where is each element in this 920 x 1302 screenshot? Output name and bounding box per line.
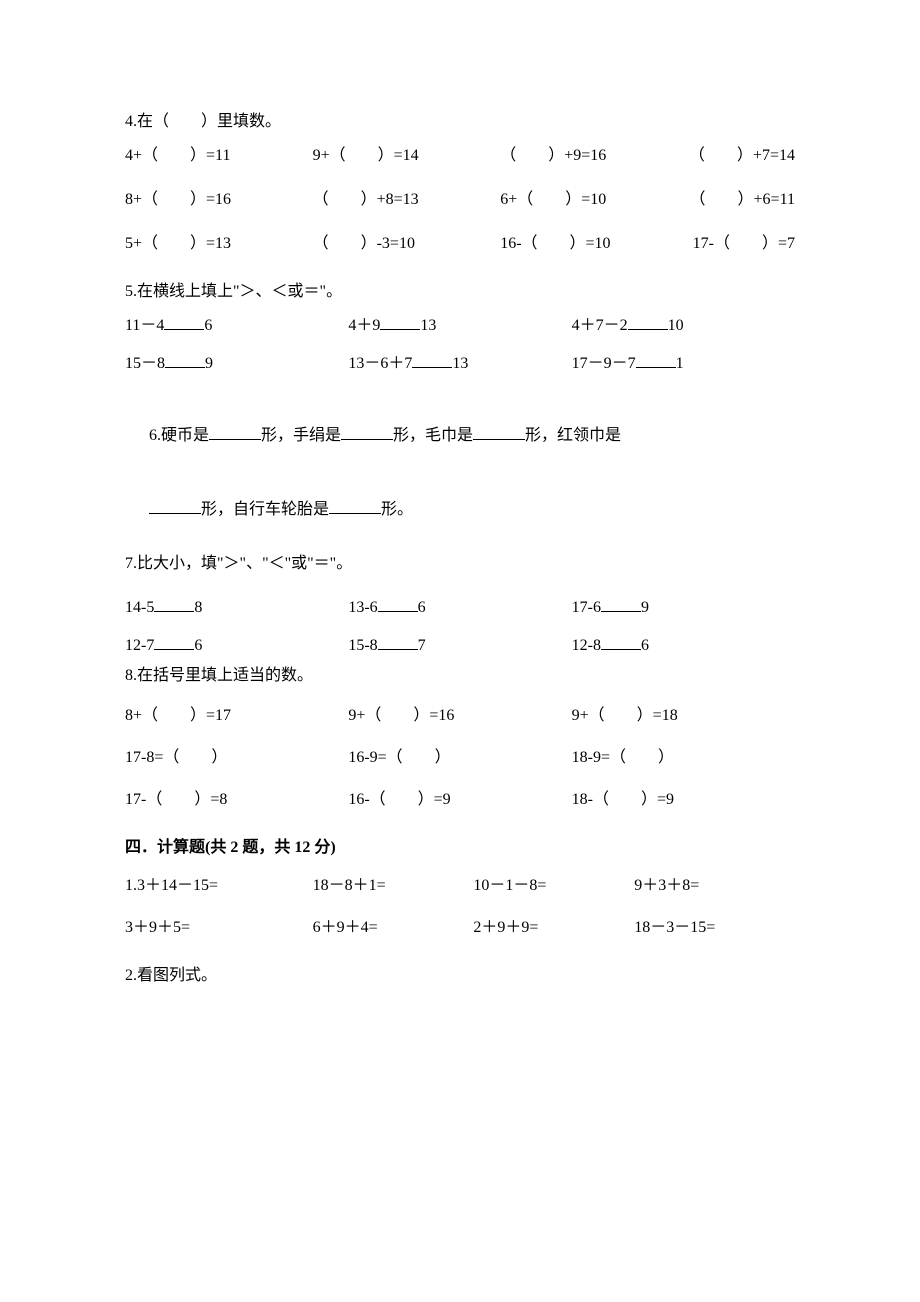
calc-cell: 18－8＋1= <box>313 874 474 898</box>
blank <box>601 597 641 612</box>
q4-cell: 8+（ ）=16 <box>125 188 313 212</box>
blank <box>165 353 205 368</box>
q8-cell: 9+（ ）=16 <box>348 704 571 728</box>
section-4-heading: 四．计算题(共 2 题，共 12 分) <box>125 836 795 860</box>
q8-cell: 18-（ ）=9 <box>572 788 795 812</box>
question-4: 4.在（ ）里填数。 4+（ ）=11 9+（ ）=14 （ ）+9=16 （ … <box>125 110 795 256</box>
blank <box>378 597 418 612</box>
calc-cell: 2＋9＋9= <box>473 916 634 940</box>
q4-cell: （ ）-3=10 <box>313 232 501 256</box>
q4-cell: （ ）+7=14 <box>661 144 795 168</box>
q4-cell: 16-（ ）=10 <box>500 232 661 256</box>
q5-title: 5.在横线上填上"＞、＜或＝"。 <box>125 280 795 304</box>
q8-cell: 8+（ ）=17 <box>125 704 348 728</box>
q8-cell: 16-（ ）=9 <box>348 788 571 812</box>
calc-cell: 9＋3＋8= <box>634 874 795 898</box>
blank <box>601 635 641 650</box>
q7-cell: 17-69 <box>572 596 795 620</box>
q8-cell: 17-8=（ ） <box>125 746 348 770</box>
q7-cell: 12-86 <box>572 634 795 658</box>
calc-cell: 6＋9＋4= <box>313 916 474 940</box>
blank <box>378 635 418 650</box>
q4-title: 4.在（ ）里填数。 <box>125 110 795 134</box>
q5-cell: 17－9－71 <box>572 352 795 376</box>
q7-cell: 12-76 <box>125 634 348 658</box>
worksheet-page: 4.在（ ）里填数。 4+（ ）=11 9+（ ）=14 （ ）+9=16 （ … <box>0 0 920 1302</box>
calc-question-1: 1.3＋14－15= 18－8＋1= 10－1－8= 9＋3＋8= 3＋9＋5=… <box>125 874 795 940</box>
q5-cell: 11－46 <box>125 314 348 338</box>
blank <box>628 315 668 330</box>
q8-title: 8.在括号里填上适当的数。 <box>125 664 795 688</box>
question-7: 7.比大小，填"＞"、"＜"或"＝"。 14-58 13-66 17-69 12… <box>125 552 795 658</box>
blank <box>473 425 525 440</box>
q4-cell: 5+（ ）=13 <box>125 232 313 256</box>
blank <box>164 315 204 330</box>
q8-cell: 18-9=（ ） <box>572 746 795 770</box>
q4-cell: 4+（ ）=11 <box>125 144 313 168</box>
q7-cell: 13-66 <box>348 596 571 620</box>
q8-cell: 17-（ ）=8 <box>125 788 348 812</box>
blank <box>341 425 393 440</box>
q4-cell: （ ）+6=11 <box>661 188 795 212</box>
q6-text: 6.硬币是形，手绢是形，毛巾是形，红领巾是 <box>125 400 795 472</box>
q4-cell: 6+（ ）=10 <box>500 188 661 212</box>
q5-cell: 13－6＋713 <box>348 352 571 376</box>
q7-title: 7.比大小，填"＞"、"＜"或"＝"。 <box>125 552 795 576</box>
q5-cell: 15－89 <box>125 352 348 376</box>
calc-question-2: 2.看图列式。 <box>125 964 795 988</box>
calc-cell: 1.3＋14－15= <box>125 874 313 898</box>
q4-cell: 17-（ ）=7 <box>661 232 795 256</box>
q4-cell: （ ）+9=16 <box>500 144 661 168</box>
q7-cell: 15-87 <box>348 634 571 658</box>
calc-cell: 3＋9＋5= <box>125 916 313 940</box>
q5-cell: 4＋913 <box>348 314 571 338</box>
blank <box>154 597 194 612</box>
blank <box>154 635 194 650</box>
blank <box>380 315 420 330</box>
blank <box>149 499 201 514</box>
question-5: 5.在横线上填上"＞、＜或＝"。 11－46 4＋913 4＋7－210 15－… <box>125 280 795 376</box>
question-8: 8.在括号里填上适当的数。 8+（ ）=17 9+（ ）=16 9+（ ）=18… <box>125 664 795 812</box>
q4-cell: （ ）+8=13 <box>313 188 501 212</box>
blank <box>329 499 381 514</box>
blank <box>209 425 261 440</box>
q8-cell: 16-9=（ ） <box>348 746 571 770</box>
q6-text-2: 形，自行车轮胎是形。 <box>125 474 795 546</box>
q4-cell: 9+（ ）=14 <box>313 144 501 168</box>
blank <box>412 353 452 368</box>
question-6: 6.硬币是形，手绢是形，毛巾是形，红领巾是 形，自行车轮胎是形。 <box>125 400 795 546</box>
q7-cell: 14-58 <box>125 596 348 620</box>
calc-cell: 18－3－15= <box>634 916 795 940</box>
blank <box>636 353 676 368</box>
calc-cell: 10－1－8= <box>473 874 634 898</box>
q5-cell: 4＋7－210 <box>572 314 795 338</box>
q8-cell: 9+（ ）=18 <box>572 704 795 728</box>
